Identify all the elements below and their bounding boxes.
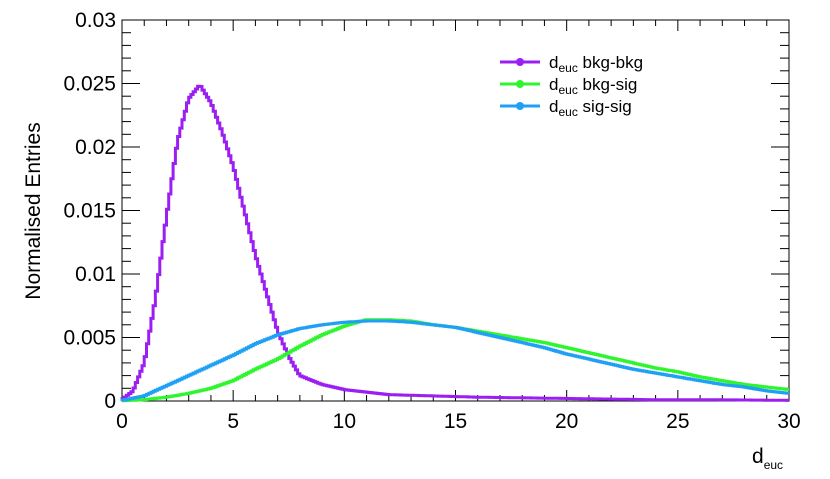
x-axis-title-base: d (752, 445, 764, 468)
y-tick-label: 0.03 (75, 9, 116, 32)
legend-label-bkg-bkg: deuc bkg-bkg (549, 53, 643, 75)
x-tick-labels: 0 5 10 15 20 25 30 (116, 410, 801, 433)
x-tick-label: 30 (777, 410, 800, 433)
x-axis-ticks (121, 20, 790, 401)
x-axis-title: deuc (752, 445, 783, 472)
y-axis-title: Normalised Entries (22, 122, 45, 299)
y-tick-label: 0.015 (63, 200, 116, 223)
y-axis-ticks (122, 19, 789, 402)
x-tick-label: 0 (116, 410, 128, 433)
legend-label-bkg-sig: deuc bkg-sig (549, 75, 637, 97)
plot-frame (121, 19, 790, 402)
legend-marker-bkg-sig (516, 80, 524, 88)
x-tick-label: 15 (444, 410, 467, 433)
y-tick-label: 0.01 (75, 263, 116, 286)
legend-label-sig-sig: deuc sig-sig (549, 97, 632, 119)
x-tick-label: 20 (555, 410, 578, 433)
y-tick-label: 0.025 (63, 73, 116, 96)
legend-marker-bkg-bkg (516, 58, 524, 66)
y-tick-label: 0 (104, 390, 116, 413)
y-tick-label: 0.005 (63, 327, 116, 350)
x-tick-label: 10 (333, 410, 356, 433)
x-tick-label: 5 (227, 410, 239, 433)
legend-marker-sig-sig (516, 102, 524, 110)
y-tick-label: 0.02 (75, 136, 116, 159)
y-tick-labels: 0 0.005 0.01 0.015 0.02 0.025 0.03 (63, 9, 116, 413)
x-tick-label: 25 (666, 410, 689, 433)
series-line-sig-sig (120, 319, 789, 402)
series-lines (120, 84, 789, 403)
series-line-bkg-bkg (120, 84, 789, 402)
x-axis-title-sub: euc (764, 458, 783, 472)
